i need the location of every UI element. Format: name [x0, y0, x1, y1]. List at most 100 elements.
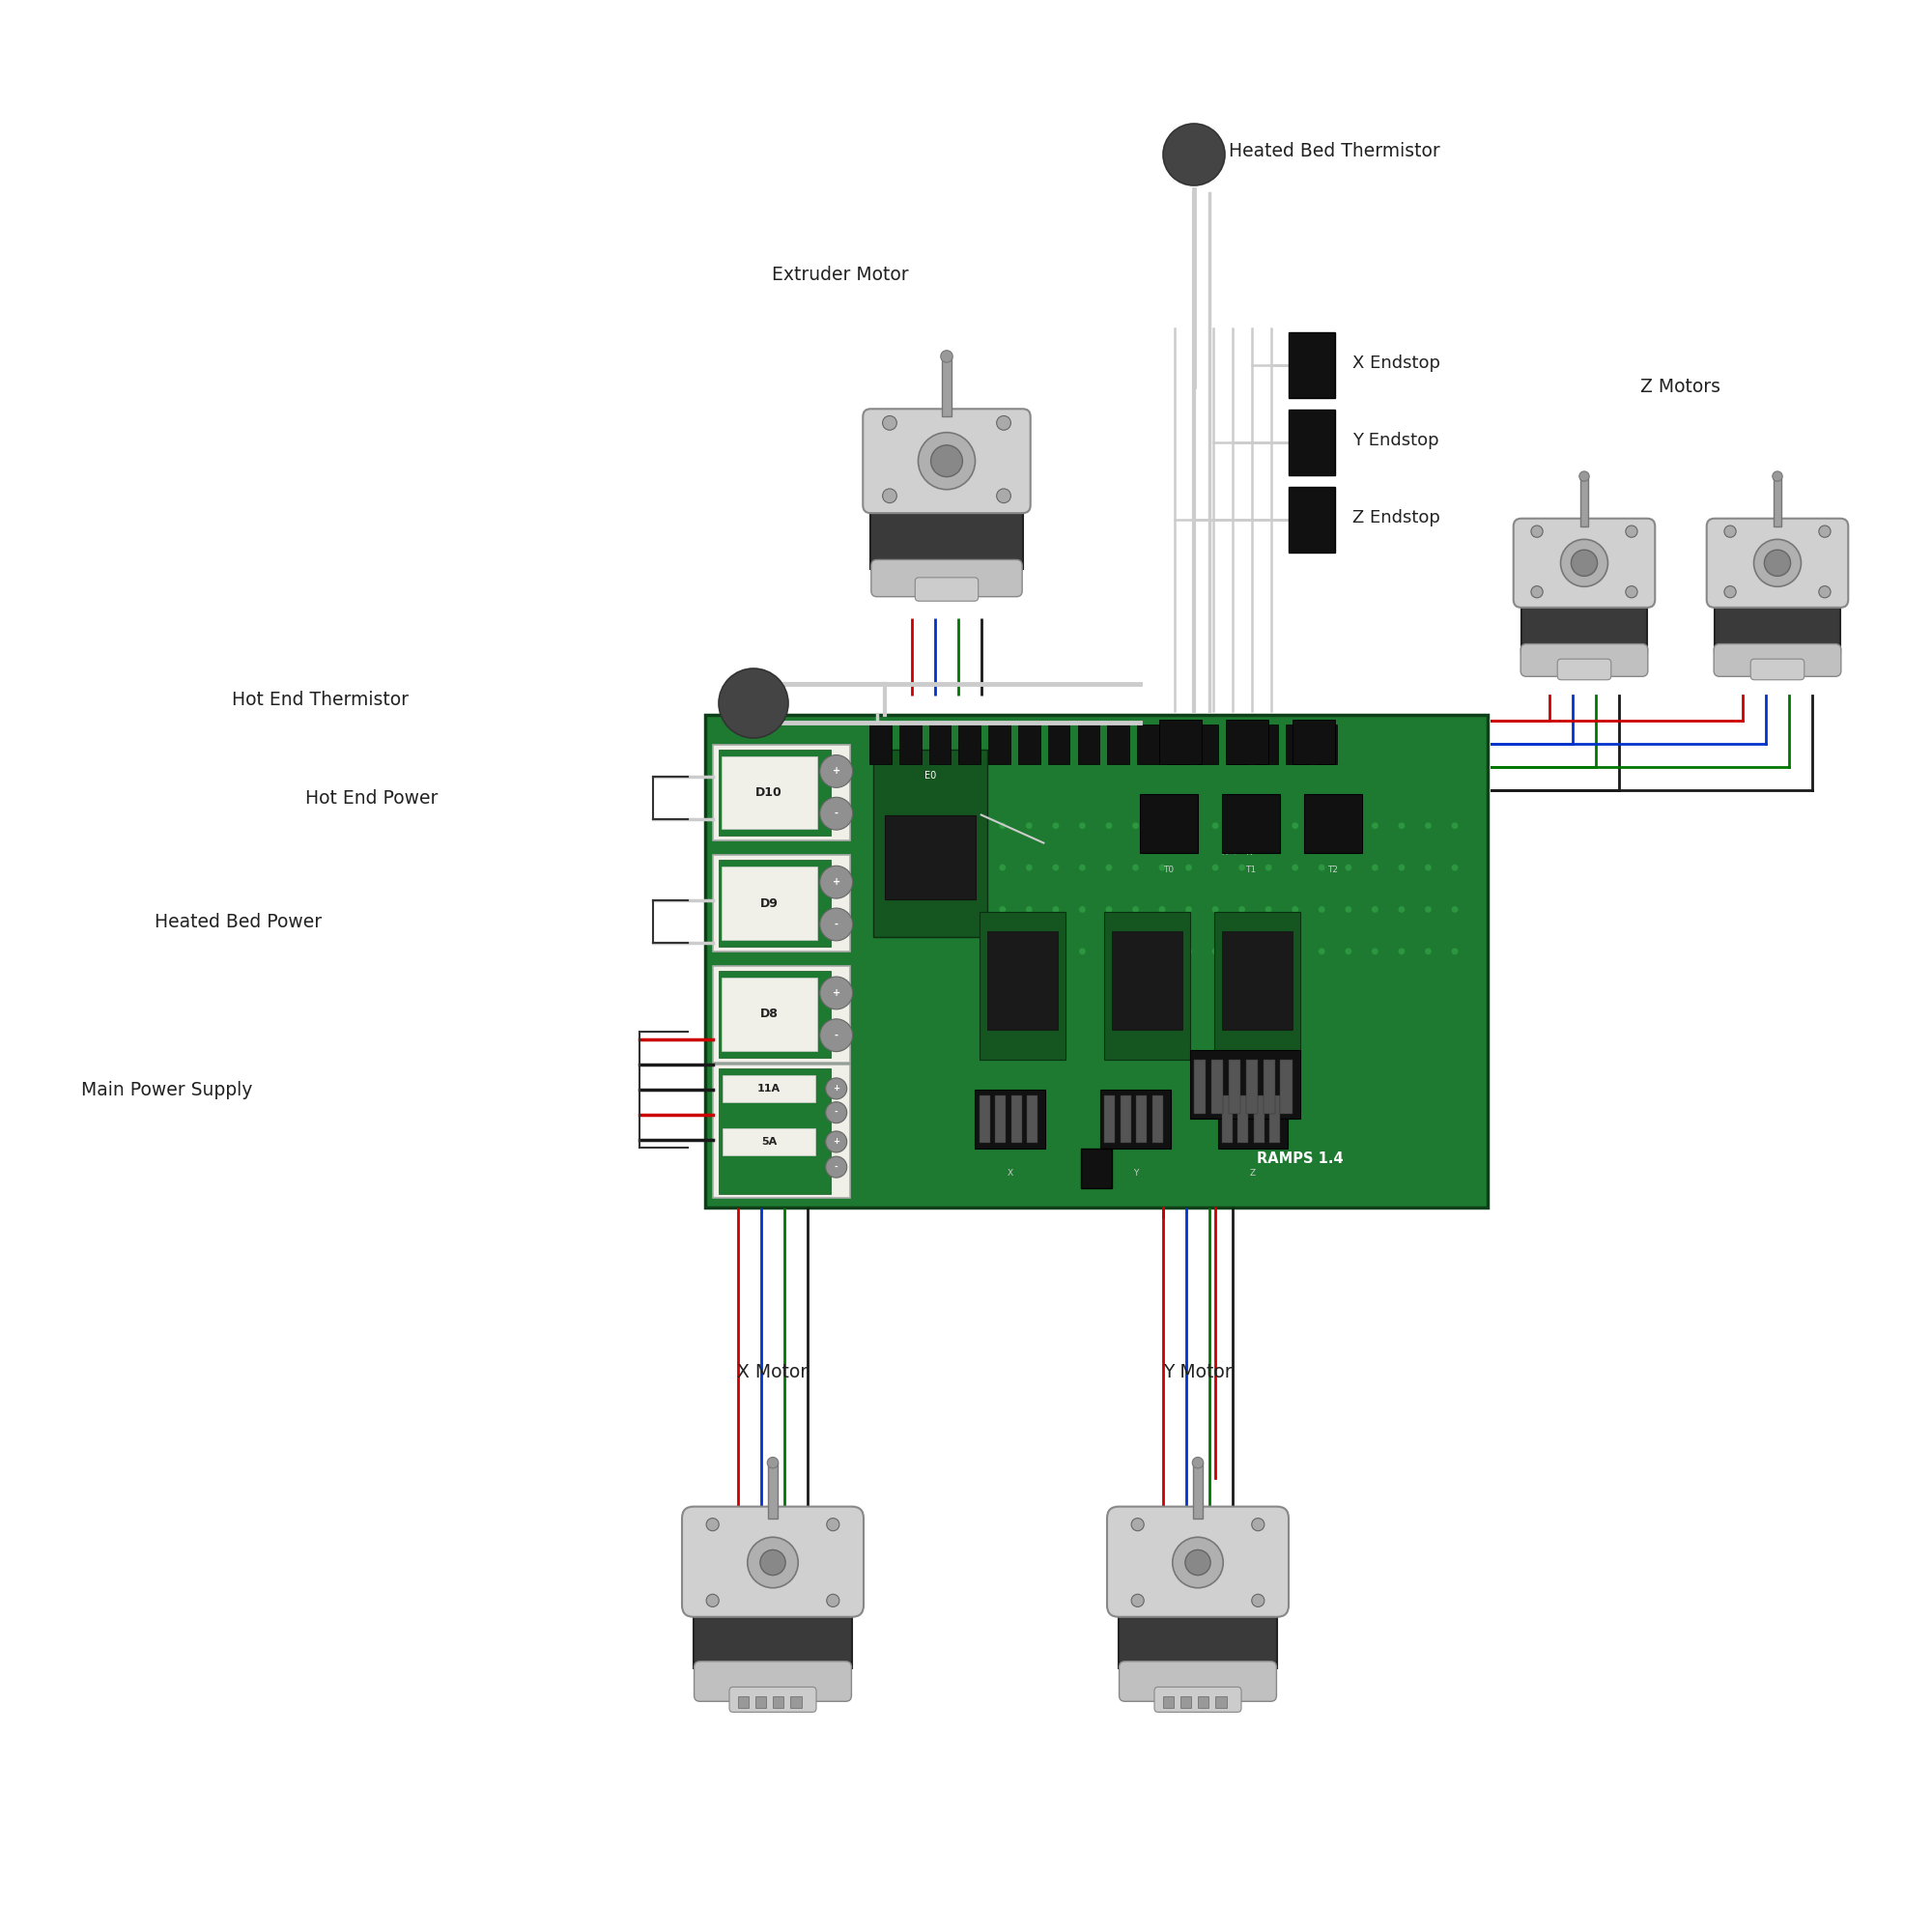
Circle shape — [1026, 906, 1032, 914]
Text: Heated Bed Thermistor: Heated Bed Thermistor — [1229, 141, 1439, 160]
Bar — [738, 1696, 750, 1708]
Bar — [1580, 477, 1588, 526]
Bar — [713, 1065, 850, 1198]
Bar — [1229, 1059, 1240, 1115]
Circle shape — [1451, 823, 1459, 829]
Circle shape — [883, 415, 896, 431]
Circle shape — [1053, 906, 1059, 914]
Circle shape — [1026, 823, 1032, 829]
Circle shape — [1372, 864, 1378, 871]
Circle shape — [1561, 539, 1607, 587]
Text: X: X — [1007, 1169, 1012, 1177]
Bar — [1293, 721, 1335, 763]
Circle shape — [759, 1549, 786, 1575]
Circle shape — [827, 1519, 838, 1530]
Text: -: - — [835, 920, 838, 929]
Circle shape — [767, 1457, 779, 1468]
Text: Z: Z — [1250, 1169, 1256, 1177]
FancyBboxPatch shape — [694, 1662, 852, 1702]
Bar — [1028, 1095, 1037, 1142]
Circle shape — [1159, 906, 1165, 914]
FancyBboxPatch shape — [1119, 1662, 1277, 1702]
Bar — [723, 1076, 815, 1101]
Text: D9: D9 — [759, 896, 779, 910]
Bar — [1101, 1090, 1171, 1148]
Bar — [1107, 724, 1130, 763]
Circle shape — [819, 866, 852, 898]
Circle shape — [997, 415, 1010, 431]
Circle shape — [999, 823, 1007, 829]
Circle shape — [1078, 949, 1086, 954]
Bar — [1194, 1463, 1202, 1519]
Bar — [713, 856, 850, 951]
Text: Hot End Thermistor: Hot End Thermistor — [232, 690, 410, 709]
Circle shape — [1238, 906, 1246, 914]
Circle shape — [1184, 1549, 1211, 1575]
Circle shape — [1026, 949, 1032, 954]
Bar — [1078, 724, 1099, 763]
Text: Heated Bed Power: Heated Bed Power — [155, 912, 323, 931]
Bar — [1047, 724, 1070, 763]
Circle shape — [1345, 864, 1352, 871]
Bar — [1136, 1095, 1148, 1142]
Bar — [1227, 724, 1248, 763]
Text: +: + — [833, 1138, 840, 1146]
Circle shape — [1451, 906, 1459, 914]
Bar — [721, 867, 817, 939]
Circle shape — [1399, 906, 1405, 914]
Bar — [1269, 1095, 1281, 1142]
Bar — [1194, 1059, 1206, 1115]
Bar — [929, 724, 951, 763]
Circle shape — [1132, 1594, 1144, 1607]
Bar — [769, 1463, 777, 1519]
Bar — [869, 724, 891, 763]
Circle shape — [1105, 864, 1113, 871]
Bar — [1225, 721, 1269, 763]
Bar — [941, 355, 952, 417]
Bar — [989, 724, 1010, 763]
Circle shape — [1026, 864, 1032, 871]
Circle shape — [1173, 1538, 1223, 1588]
Bar — [1105, 912, 1190, 1059]
Circle shape — [1424, 823, 1432, 829]
Bar — [719, 750, 831, 837]
Circle shape — [941, 350, 952, 363]
Bar — [1221, 1095, 1233, 1142]
Circle shape — [1293, 949, 1298, 954]
Bar — [713, 966, 850, 1063]
Circle shape — [1159, 949, 1165, 954]
Text: 5A: 5A — [761, 1136, 777, 1146]
Circle shape — [1372, 823, 1378, 829]
Text: -: - — [835, 1030, 838, 1039]
Text: T0: T0 — [1163, 866, 1175, 875]
Circle shape — [1530, 526, 1544, 537]
Bar — [1180, 1696, 1192, 1708]
FancyBboxPatch shape — [682, 1507, 864, 1617]
Bar — [987, 931, 1057, 1030]
Circle shape — [1053, 864, 1059, 871]
Bar — [1163, 1696, 1175, 1708]
Circle shape — [819, 755, 852, 788]
Circle shape — [1053, 823, 1059, 829]
Circle shape — [1211, 864, 1219, 871]
Text: D10: D10 — [755, 786, 782, 798]
Bar — [1316, 724, 1337, 763]
Bar — [1246, 1059, 1258, 1115]
Circle shape — [1424, 906, 1432, 914]
Text: Hot End Power: Hot End Power — [305, 788, 439, 808]
Circle shape — [1265, 906, 1271, 914]
Bar — [719, 1068, 831, 1194]
Circle shape — [825, 1130, 846, 1151]
Text: -: - — [835, 1109, 838, 1117]
Circle shape — [1132, 1519, 1144, 1530]
Text: Extruder Motor: Extruder Motor — [773, 265, 908, 284]
Circle shape — [1424, 864, 1432, 871]
Circle shape — [825, 1101, 846, 1122]
Circle shape — [1163, 124, 1225, 185]
Circle shape — [1186, 823, 1192, 829]
Bar — [1213, 912, 1300, 1059]
Circle shape — [1318, 949, 1325, 954]
Bar — [1221, 931, 1293, 1030]
Text: -: - — [835, 810, 838, 819]
Circle shape — [1451, 949, 1459, 954]
